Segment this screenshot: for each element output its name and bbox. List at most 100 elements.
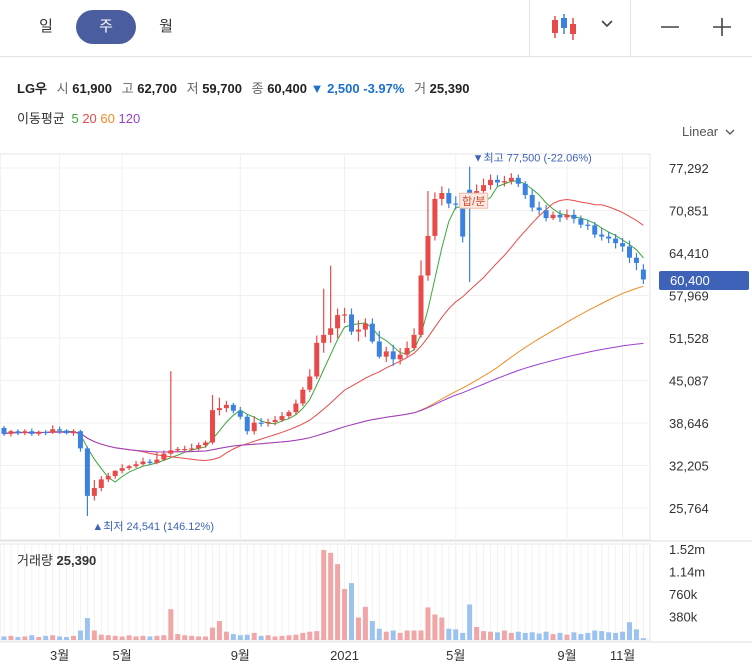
- volume-bar: [494, 632, 500, 640]
- volume-bar: [578, 634, 584, 640]
- volume-bar: [522, 632, 528, 640]
- low-price: 59,700: [202, 81, 242, 96]
- volume-bar: [230, 634, 236, 640]
- volume-bar: [258, 635, 264, 640]
- volume-bar: [432, 614, 438, 640]
- candle-body: [64, 430, 70, 434]
- tab-month[interactable]: 월: [159, 18, 173, 35]
- candle-body: [536, 207, 542, 211]
- volume-bar: [286, 635, 292, 640]
- candle-body: [15, 431, 21, 434]
- scale-toggle[interactable]: Linear: [682, 124, 735, 139]
- candle-body: [300, 389, 306, 404]
- candlestick-icon[interactable]: [549, 12, 583, 42]
- candle-body: [84, 448, 90, 496]
- volume-bar: [633, 629, 639, 640]
- candle-body: [474, 191, 480, 195]
- moving-average-legend[interactable]: 이동평균 5 20 60 120: [17, 108, 140, 127]
- volume-bar: [22, 636, 28, 640]
- candle-body: [467, 189, 473, 195]
- candle-body: [175, 449, 181, 451]
- volume-bar: [355, 617, 361, 640]
- event-marker-label: 합/분: [462, 195, 485, 208]
- candle-body: [564, 214, 570, 218]
- candle-body: [508, 177, 514, 182]
- volume-bar: [467, 604, 473, 640]
- tab-week[interactable]: 주: [76, 10, 136, 44]
- ma-120-line: [3, 342, 644, 453]
- candle-body: [439, 193, 445, 199]
- volume-bar: [265, 635, 271, 640]
- candle-body: [230, 404, 236, 411]
- volume-bar: [376, 628, 382, 640]
- candle-body: [307, 376, 313, 390]
- volume-bar: [404, 630, 410, 640]
- volume-bar: [161, 635, 167, 640]
- volume-bar: [182, 635, 188, 640]
- candle-body: [425, 235, 431, 276]
- candle-body: [397, 354, 403, 360]
- volume-bar: [453, 629, 459, 640]
- price-tick-label: 45,087: [669, 374, 709, 389]
- volume-bar: [293, 634, 299, 640]
- volume-bar: [119, 636, 125, 640]
- volume-bar: [244, 634, 250, 640]
- plus-icon[interactable]: [711, 16, 733, 38]
- minus-icon[interactable]: [659, 16, 681, 38]
- volume-bars: [1, 549, 646, 640]
- candle-body: [606, 236, 612, 239]
- candle-body: [1, 427, 7, 434]
- open-label: 시: [56, 81, 69, 96]
- candle-body: [29, 431, 35, 434]
- tab-day[interactable]: 일: [39, 18, 53, 35]
- annotations: ▼최고 77,500 (-22.06%) ▲최저 24,541 (146.12%)…: [92, 152, 591, 533]
- candle-body: [161, 453, 167, 460]
- price-tick-label: 64,410: [669, 246, 709, 261]
- candle-body: [22, 431, 28, 434]
- volume-bar: [105, 635, 111, 640]
- candle-body: [411, 334, 417, 349]
- candle-body: [216, 408, 222, 411]
- event-marker-box: [459, 192, 489, 209]
- time-axis: 3월 5월 9월 2021 5월 9월 11월: [50, 648, 635, 663]
- volume-bar: [529, 632, 535, 640]
- time-tick-label: 3월: [50, 648, 69, 663]
- ma-120: 120: [118, 111, 141, 126]
- candle-body: [98, 479, 104, 488]
- candle-body: [349, 314, 354, 332]
- period-toolbar: 일 주 월: [0, 0, 752, 57]
- change-percent: -3.97%: [363, 81, 405, 96]
- volume-bar: [196, 636, 202, 640]
- change-arrow-icon: ▼: [310, 81, 324, 96]
- volume-tick-label: 760k: [669, 587, 698, 602]
- volume-bar: [418, 630, 424, 640]
- candle-body: [91, 487, 97, 496]
- volume-bar: [147, 636, 153, 640]
- ma-20: 20: [82, 111, 97, 126]
- volume-bar: [251, 632, 257, 640]
- volume-bar: [349, 583, 354, 640]
- volume-bar: [543, 631, 549, 640]
- candle-body: [515, 177, 521, 184]
- chevron-down-icon[interactable]: [600, 18, 614, 30]
- candle-body: [265, 421, 271, 424]
- candle-body: [251, 422, 257, 432]
- candle-body: [133, 464, 139, 467]
- candle-body: [112, 470, 118, 477]
- volume-bar: [439, 617, 445, 640]
- high-label: 고: [121, 81, 134, 96]
- ma-5: 5: [71, 111, 79, 126]
- volume-bar: [314, 631, 320, 640]
- candle-body: [119, 468, 125, 471]
- price-tick-label: 70,851: [669, 204, 709, 219]
- candle-body: [196, 445, 202, 449]
- candle-body: [8, 431, 14, 434]
- volume-bar: [1, 636, 7, 640]
- volume-bar: [43, 635, 49, 640]
- volume-bar: [342, 589, 348, 640]
- volume-bar: [474, 626, 480, 640]
- volume-bar: [77, 630, 83, 640]
- stock-name: LG우: [17, 81, 48, 96]
- volume-bar: [536, 633, 542, 640]
